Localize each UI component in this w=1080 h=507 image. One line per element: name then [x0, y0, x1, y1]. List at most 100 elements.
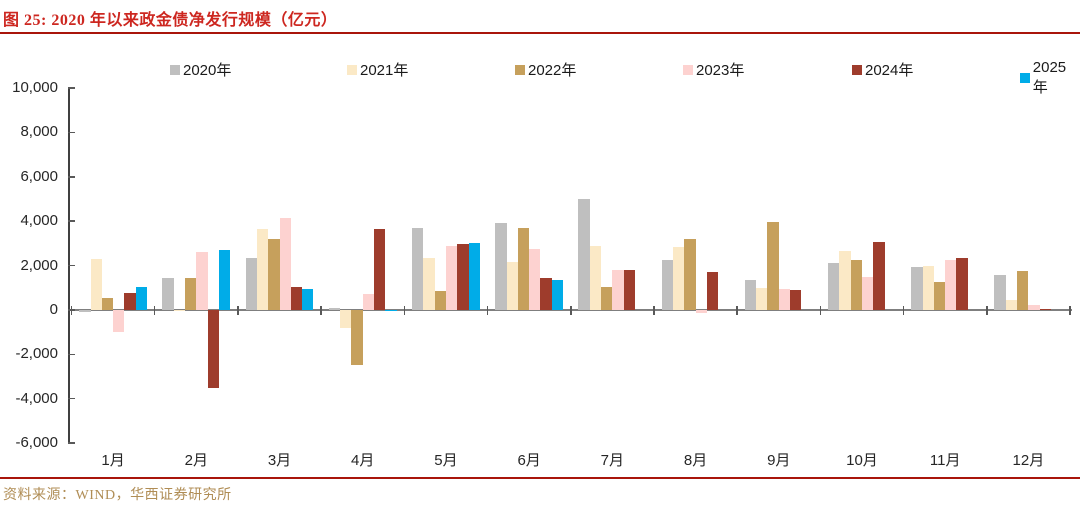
- bar-2023年-4月: [362, 294, 375, 310]
- bar-2022年-3月: [268, 238, 280, 310]
- bar-2020年-6月: [495, 223, 507, 310]
- bar-2022年-7月: [601, 286, 613, 310]
- bar-2024年-1月: [124, 293, 136, 310]
- y-tick-label: 10,000: [12, 79, 58, 96]
- bar-2022年-1月: [101, 297, 114, 310]
- bar-2023年-5月: [445, 245, 458, 310]
- y-tick-label: -4,000: [15, 389, 58, 407]
- bar-2021年-4月: [340, 309, 352, 328]
- bar-2021年-11月: [922, 265, 934, 310]
- x-tick: [736, 305, 738, 315]
- y-tick-label: 8,000: [20, 123, 58, 141]
- bar-2024年-3月: [290, 286, 303, 310]
- x-tick-label: 2月: [184, 452, 208, 469]
- legend-label: 2021年: [360, 62, 409, 79]
- x-tick: [70, 305, 73, 315]
- x-tick-label: 1月: [101, 452, 125, 469]
- y-tick-label: 6,000: [20, 167, 58, 185]
- legend-swatch-icon: [683, 64, 693, 75]
- legend-swatch-icon: [170, 64, 180, 75]
- bar-2023年-11月: [945, 259, 957, 310]
- bar-2025年-1月: [135, 286, 147, 310]
- bar-2024年-5月: [457, 244, 469, 310]
- bar-2023年-6月: [529, 248, 541, 310]
- bar-2024年-8月: [706, 272, 719, 310]
- figure-title: 图 25: 2020 年以来政金债净发行规模（亿元）: [3, 12, 338, 29]
- legend-swatch-icon: [852, 64, 862, 75]
- x-tick: [819, 305, 822, 315]
- y-tick: [68, 176, 75, 178]
- bar-2024年-6月: [540, 277, 552, 310]
- bar-2024年-2月: [207, 309, 219, 388]
- bar-2023年-1月: [113, 309, 125, 333]
- footer-rule: [0, 477, 1080, 479]
- bar-2020年-8月: [661, 259, 673, 310]
- legend-label: 2020年: [183, 62, 232, 79]
- x-tick-label: 9月: [767, 452, 791, 469]
- legend-swatch-icon: [515, 64, 525, 75]
- x-tick-label: 3月: [267, 452, 292, 469]
- title-rule: [0, 32, 1080, 34]
- y-tick-label: 0: [49, 300, 58, 318]
- bar-2022年-10月: [850, 259, 862, 310]
- bar-2023年-7月: [612, 269, 624, 310]
- bar-2023年-2月: [196, 252, 208, 310]
- bar-2021年-6月: [506, 262, 518, 310]
- y-tick-label: -2,000: [15, 345, 58, 363]
- bar-2023年-10月: [861, 276, 874, 310]
- legend-label: 2024年: [865, 62, 914, 79]
- x-tick-label: 11月: [929, 452, 961, 469]
- y-tick: [68, 264, 75, 267]
- bar-2020年-7月: [578, 198, 590, 310]
- bar-2024年-7月: [623, 269, 635, 310]
- x-tick-label: 10月: [846, 452, 878, 469]
- bar-2021年-9月: [756, 287, 768, 310]
- bar-2023年-12月: [1028, 305, 1040, 310]
- bar-2025年-4月: [385, 309, 397, 312]
- x-tick-label: 5月: [434, 452, 458, 469]
- y-tick: [68, 220, 75, 222]
- bar-2021年-10月: [839, 251, 851, 310]
- legend-item-2025年: 2025年: [1020, 59, 1080, 97]
- x-tick-label: 8月: [683, 452, 708, 469]
- legend-swatch-icon: [1020, 73, 1030, 83]
- y-tick: [68, 353, 75, 355]
- legend-item-2024年: 2024年: [852, 59, 913, 80]
- x-tick: [902, 305, 905, 315]
- bar-2021年-3月: [256, 228, 269, 310]
- bar-2021年-1月: [90, 258, 102, 310]
- legend-item-2020年: 2020年: [170, 59, 231, 80]
- legend-item-2023年: 2023年: [683, 59, 744, 80]
- x-tick: [570, 305, 572, 315]
- x-tick-label: 4月: [351, 452, 375, 469]
- bar-2023年-8月: [695, 309, 707, 314]
- x-tick: [403, 305, 406, 315]
- bar-2024年-9月: [790, 289, 802, 310]
- legend-label: 2025年: [1032, 59, 1067, 96]
- bar-2021年-2月: [173, 309, 185, 312]
- bar-2022年-2月: [185, 277, 197, 310]
- bar-2020年-5月: [412, 227, 424, 310]
- x-tick: [153, 305, 156, 315]
- legend-item-2022年: 2022年: [515, 59, 576, 80]
- bar-2021年-7月: [589, 245, 602, 310]
- bar-2020年-3月: [245, 257, 257, 310]
- bar-2020年-12月: [994, 275, 1006, 310]
- x-tick: [486, 305, 489, 315]
- bar-2020年-2月: [162, 277, 174, 310]
- x-tick: [986, 305, 988, 315]
- x-tick-label: 7月: [600, 452, 625, 469]
- bar-2020年-1月: [79, 309, 91, 313]
- bar-2025年-6月: [551, 279, 564, 310]
- bar-2024年-11月: [956, 257, 968, 310]
- y-tick: [68, 87, 75, 89]
- bar-2021年-5月: [423, 257, 435, 310]
- y-tick: [68, 397, 75, 400]
- x-tick: [1069, 305, 1071, 315]
- x-tick: [320, 305, 322, 315]
- x-tick-label: 12月: [1012, 452, 1045, 469]
- bar-2025年-2月: [218, 249, 231, 310]
- legend-label: 2022年: [528, 62, 577, 79]
- bar-2020年-10月: [828, 263, 840, 310]
